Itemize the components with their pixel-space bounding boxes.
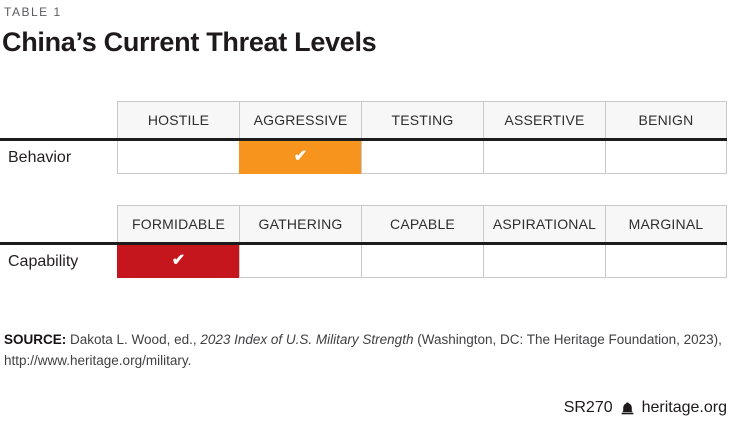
cell-capability-aspirational (483, 245, 605, 278)
column-header-gathering: GATHERING (239, 205, 361, 242)
header-spacer (0, 101, 117, 138)
column-header-testing: TESTING (361, 101, 483, 138)
row-label-capability: Capability (8, 252, 79, 270)
source-note: SOURCE: Dakota L. Wood, ed., 2023 Index … (4, 329, 726, 371)
header-spacer (0, 205, 117, 242)
cell-capability-gathering (239, 245, 361, 278)
column-header-assertive: ASSERTIVE (483, 101, 605, 138)
source-title-italic: 2023 Index of U.S. Military Strength (200, 332, 414, 347)
site-domain: heritage.org (641, 399, 727, 416)
check-icon: ✔ (171, 252, 186, 269)
source-label: SOURCE: (4, 332, 67, 347)
cell-behavior-benign (605, 141, 727, 174)
capability-header-row: FORMIDABLE GATHERING CAPABLE ASPIRATIONA… (0, 205, 727, 242)
header-divider (0, 242, 727, 245)
check-icon: ✔ (293, 148, 308, 165)
behavior-body-row: Behavior ✔ (0, 141, 727, 174)
behavior-header-row: HOSTILE AGGRESSIVE TESTING ASSERTIVE BEN… (0, 101, 727, 138)
capability-table: FORMIDABLE GATHERING CAPABLE ASPIRATIONA… (0, 205, 727, 278)
cell-capability-formidable-checked: ✔ (117, 245, 239, 278)
column-header-capable: CAPABLE (361, 205, 483, 242)
row-label-behavior: Behavior (8, 148, 72, 166)
footer: SR270 heritage.org (564, 399, 727, 417)
cell-behavior-testing (361, 141, 483, 174)
behavior-table: HOSTILE AGGRESSIVE TESTING ASSERTIVE BEN… (0, 101, 727, 174)
header-divider (0, 138, 727, 141)
column-header-benign: BENIGN (605, 101, 727, 138)
source-text-after: (Washington, DC: The Heritage Foundation… (4, 332, 722, 368)
cell-behavior-aggressive-checked: ✔ (239, 141, 361, 174)
liberty-bell-icon (620, 401, 635, 416)
capability-body-row: Capability ✔ (0, 245, 727, 278)
column-header-aspirational: ASPIRATIONAL (483, 205, 605, 242)
page-title: China’s Current Threat Levels (2, 27, 377, 57)
cell-behavior-hostile (117, 141, 239, 174)
report-id: SR270 (563, 399, 613, 416)
cell-behavior-assertive (483, 141, 605, 174)
source-text-before: Dakota L. Wood, ed., (66, 332, 201, 347)
table-kicker: TABLE 1 (4, 5, 62, 19)
cell-capability-marginal (605, 245, 727, 278)
column-header-formidable: FORMIDABLE (117, 205, 239, 242)
column-header-hostile: HOSTILE (117, 101, 239, 138)
column-header-aggressive: AGGRESSIVE (239, 101, 361, 138)
cell-capability-capable (361, 245, 483, 278)
column-header-marginal: MARGINAL (605, 205, 727, 242)
